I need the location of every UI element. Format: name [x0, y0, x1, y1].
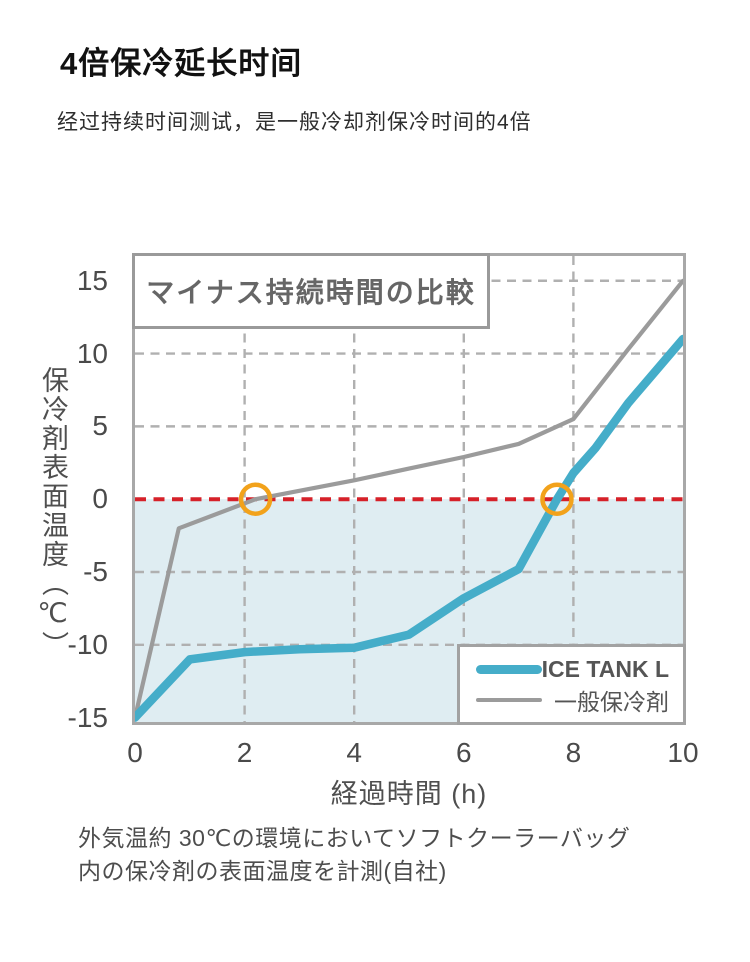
y-tick-label: 15 — [76, 264, 108, 296]
chart-caption: 外気温約 30℃の環境においてソフトクーラーバッグ 内の保冷剤の表面温度を計測(… — [78, 822, 698, 889]
page-title: 4倍保冷延长时间 — [60, 46, 303, 81]
x-axis-label: 経過時間 (h) — [330, 779, 488, 809]
x-tick-label: 0 — [127, 737, 143, 768]
legend-label-regular-ice-pack: 一般保冷剤 — [554, 689, 669, 715]
chart-plot-area: マイナス持続時間の比較 ICE TANK L 一般保冷剤 — [132, 253, 686, 725]
chart-legend: ICE TANK L 一般保冷剤 — [457, 644, 686, 725]
x-tick-label: 6 — [456, 737, 472, 768]
x-tick-label: 10 — [667, 737, 699, 768]
caption-line-2: 内の保冷剤の表面温度を計測(自社) — [78, 858, 447, 885]
chart-title-box: マイナス持続時間の比較 — [132, 253, 490, 329]
chart-title: マイナス持続時間の比較 — [146, 277, 476, 308]
y-axis-label: 保冷剤表面温度（℃） — [38, 366, 68, 660]
y-tick-label: -10 — [67, 628, 108, 660]
x-tick-label: 2 — [236, 737, 253, 768]
line-chart — [135, 256, 683, 722]
ice-tank-l-line-swatch — [476, 665, 542, 674]
y-tick-label: 5 — [92, 410, 108, 442]
caption-line-1: 外気温約 30℃の環境においてソフトクーラーバッグ — [78, 825, 631, 851]
y-tick-label: 0 — [92, 483, 108, 515]
zero-crossing-ice-tank-l — [540, 482, 574, 516]
series-line-一般保冷剤 — [135, 278, 683, 720]
legend-item-ice-tank-l: ICE TANK L — [476, 656, 669, 683]
x-tick-label: 4 — [346, 737, 362, 768]
y-tick-label: -15 — [67, 701, 108, 733]
series-line-ice-tank-l — [135, 334, 683, 722]
y-tick-label: 10 — [76, 337, 108, 369]
x-tick-label: 8 — [565, 737, 582, 768]
legend-item-regular-ice-pack: 一般保冷剤 — [476, 683, 669, 717]
y-tick-label: -5 — [83, 556, 108, 587]
regular-ice-pack-line-swatch — [476, 697, 542, 703]
legend-label-ice-tank-l: ICE TANK L — [541, 656, 669, 682]
zero-crossing-regular-ice-pack — [238, 482, 273, 516]
page-subtitle: 经过持续时间测试，是一般冷却剂保冷时间的4倍 — [57, 111, 532, 134]
